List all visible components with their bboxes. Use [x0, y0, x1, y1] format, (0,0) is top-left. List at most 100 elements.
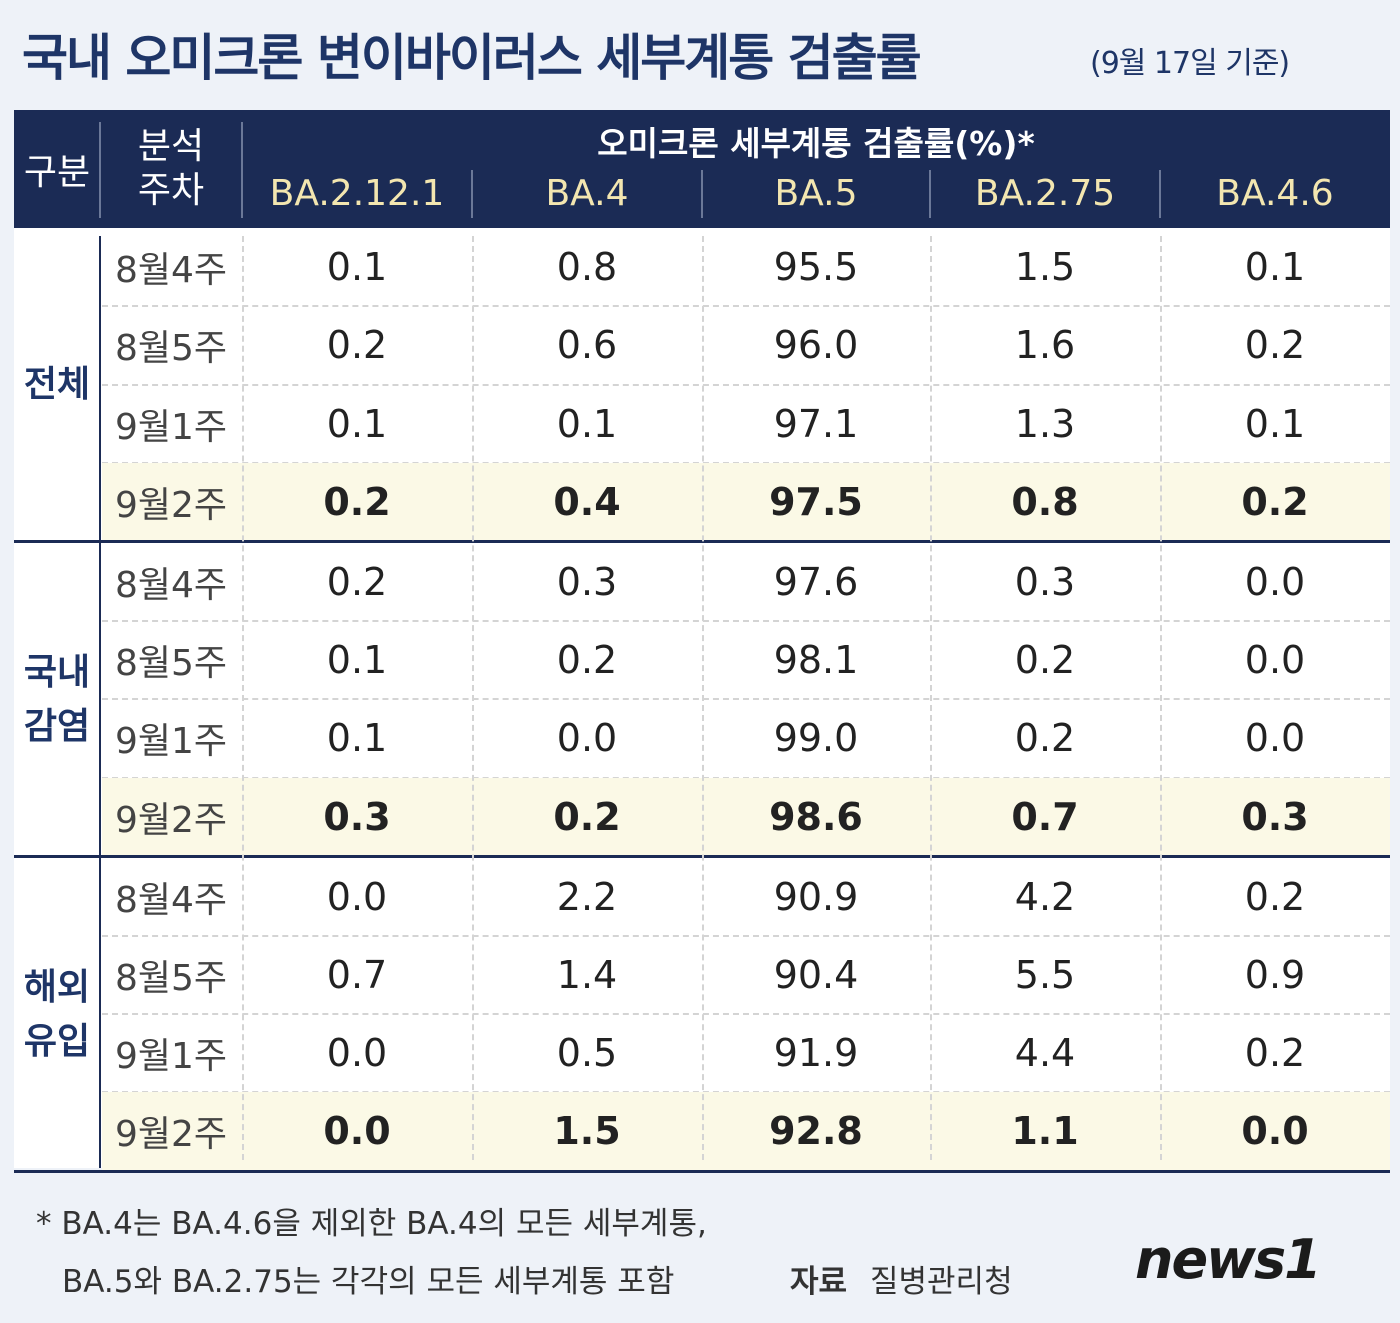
value-cell: 1.3	[1014, 401, 1076, 446]
value-cell: 0.6	[556, 323, 618, 368]
highlight-row	[102, 777, 1390, 856]
column-divider	[1160, 236, 1162, 1160]
header-divider	[99, 122, 101, 218]
column-divider	[242, 236, 244, 1160]
value-cell: 5.5	[1014, 952, 1076, 997]
value-cell: 0.2	[1014, 716, 1076, 761]
variant-header: BA.4.6	[1216, 172, 1334, 214]
highlight-row	[102, 1092, 1390, 1171]
value-cell: 0.5	[556, 1031, 618, 1076]
value-cell: 1.5	[1014, 245, 1076, 290]
value-cell: 0.1	[556, 401, 618, 446]
column-divider	[472, 236, 474, 1160]
value-cell: 91.9	[773, 1031, 859, 1076]
value-cell: 0.2	[1244, 323, 1306, 368]
header-divider	[701, 170, 703, 218]
variant-header: BA.4	[545, 172, 629, 214]
row-divider	[102, 934, 1390, 937]
value-cell: 4.4	[1014, 1031, 1076, 1076]
group-label: 국내 감염	[14, 543, 100, 858]
body-divider	[99, 236, 101, 1168]
value-cell: 0.0	[326, 1031, 388, 1076]
value-cell: 97.1	[773, 401, 859, 446]
group-label-line: 감염	[23, 706, 91, 748]
header-divider	[929, 170, 931, 218]
value-cell: 1.1	[1011, 1109, 1079, 1154]
value-cell: 2.2	[556, 874, 618, 919]
row-divider	[102, 305, 1390, 308]
value-cell: 1.6	[1014, 323, 1076, 368]
source: 질병관리청	[870, 1264, 1013, 1300]
subtitle: (9월 17일 기준)	[1090, 46, 1290, 81]
row-divider	[102, 698, 1390, 701]
week-cell: 9월2주	[114, 1114, 228, 1156]
value-header: 오미크론 세부계통 검출률(%)*	[597, 124, 1035, 163]
week-header-line: 분석	[137, 126, 205, 167]
week-header: 분석 주차	[100, 110, 242, 228]
value-cell: 97.5	[769, 480, 863, 525]
row-divider	[102, 620, 1390, 622]
week-cell: 9월1주	[114, 1036, 228, 1078]
week-cell: 9월1주	[114, 406, 228, 448]
value-cell: 0.4	[553, 480, 621, 525]
value-cell: 0.0	[1244, 638, 1306, 683]
value-cell: 98.1	[773, 638, 859, 683]
week-cell: 8월5주	[114, 643, 228, 685]
value-cell: 95.5	[773, 245, 859, 290]
value-cell: 0.2	[323, 480, 391, 525]
week-cell: 8월4주	[114, 250, 228, 292]
value-cell: 0.2	[326, 559, 388, 604]
variant-header: BA.2.12.1	[269, 172, 445, 214]
highlight-row	[102, 462, 1390, 542]
variant-header: BA.5	[774, 172, 858, 214]
week-cell: 8월5주	[114, 957, 228, 999]
value-cell: 0.1	[326, 716, 388, 761]
week-cell: 8월4주	[114, 564, 228, 606]
value-cell: 0.2	[1244, 1031, 1306, 1076]
group-label-line: 유입	[23, 1020, 91, 1062]
row-divider	[102, 1013, 1390, 1015]
group-label: 해외 유입	[14, 857, 100, 1172]
header-divider	[1159, 170, 1161, 218]
value-cell: 0.1	[326, 638, 388, 683]
week-cell: 8월5주	[114, 328, 228, 370]
value-cell: 0.1	[326, 245, 388, 290]
column-divider	[930, 236, 932, 1160]
value-cell: 90.4	[773, 952, 859, 997]
footnote: BA.5와 BA.2.75는 각각의 모든 세부계통 포함	[62, 1264, 675, 1300]
column-divider	[702, 236, 704, 1160]
value-cell: 92.8	[769, 1109, 863, 1154]
value-cell: 0.8	[556, 245, 618, 290]
value-cell: 0.3	[323, 794, 391, 839]
logo: news1	[1135, 1228, 1322, 1291]
value-cell: 0.3	[1241, 794, 1309, 839]
week-header-line: 주차	[137, 170, 205, 211]
value-cell: 0.1	[1244, 245, 1306, 290]
group-label-line: 전체	[23, 364, 91, 406]
group-label: 전체	[14, 228, 100, 543]
value-cell: 99.0	[773, 716, 859, 761]
value-cell: 0.0	[1244, 716, 1306, 761]
value-cell: 0.2	[1241, 480, 1309, 525]
value-cell: 0.2	[1014, 638, 1076, 683]
week-cell: 9월2주	[114, 799, 228, 841]
value-cell: 0.3	[556, 559, 618, 604]
value-cell: 0.0	[326, 874, 388, 919]
value-cell: 0.2	[326, 323, 388, 368]
value-cell: 0.1	[326, 401, 388, 446]
week-cell: 8월4주	[114, 879, 228, 921]
value-cell: 4.2	[1014, 874, 1076, 919]
value-cell: 1.4	[556, 952, 618, 997]
variant-header: BA.2.75	[974, 172, 1116, 214]
value-cell: 0.3	[1014, 559, 1076, 604]
value-cell: 0.1	[1244, 401, 1306, 446]
week-cell: 9월2주	[114, 485, 228, 527]
week-cell: 9월1주	[114, 721, 228, 763]
value-cell: 0.7	[1011, 794, 1079, 839]
value-cell: 0.0	[323, 1109, 391, 1154]
value-cell: 90.9	[773, 874, 859, 919]
value-cell: 0.0	[556, 716, 618, 761]
value-cell: 0.0	[1241, 1109, 1309, 1154]
value-cell: 1.5	[553, 1109, 621, 1154]
